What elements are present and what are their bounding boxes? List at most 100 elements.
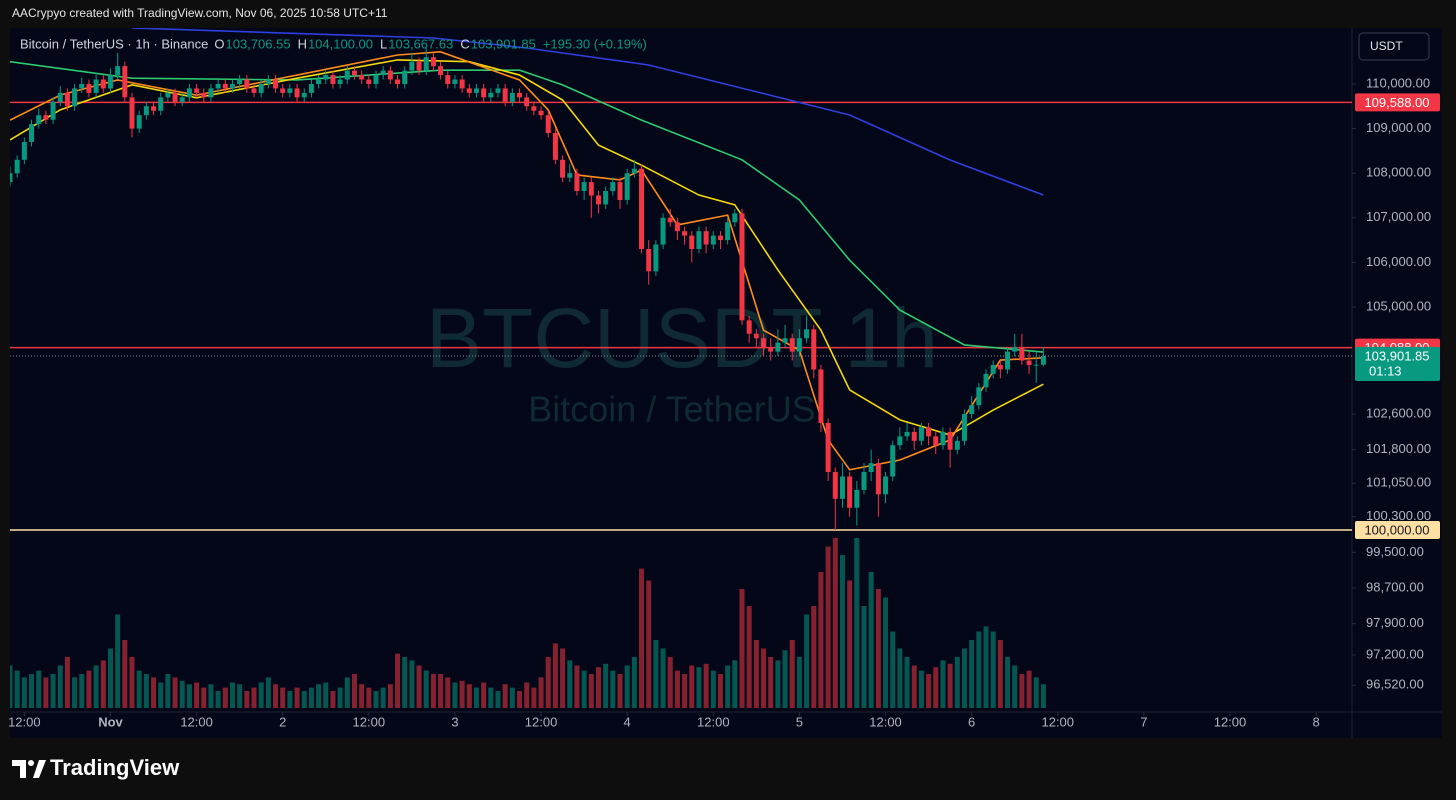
candle-body: [395, 79, 401, 84]
y-tick-label: 107,000.00: [1366, 209, 1431, 224]
volume-bar: [646, 580, 652, 708]
candle-body: [990, 364, 996, 374]
candle-body: [911, 431, 917, 441]
volume-bar: [538, 677, 544, 708]
volume-bar: [36, 670, 42, 708]
candle-body: [473, 88, 479, 93]
volume-bar: [423, 670, 429, 708]
candle-body: [172, 92, 178, 102]
candle-body: [273, 79, 279, 89]
volume-bar: [50, 674, 56, 708]
x-tick-label: 4: [624, 714, 631, 729]
volume-bar: [100, 660, 106, 708]
candle-body: [595, 195, 601, 205]
volume-bar: [1033, 677, 1039, 708]
volume-bar: [717, 674, 723, 708]
candle-body: [373, 75, 379, 84]
candle-body: [21, 141, 27, 160]
y-tick-label: 97,900.00: [1366, 615, 1424, 630]
volume-bar: [265, 677, 271, 708]
candle-body: [380, 70, 386, 76]
volume-layer: [10, 538, 1046, 708]
candle-body: [581, 182, 587, 192]
volume-bar: [725, 665, 731, 708]
volume-bar: [689, 665, 695, 708]
candle-body: [732, 213, 738, 223]
volume-bar: [617, 674, 623, 708]
candle-body: [215, 83, 221, 89]
volume-bar: [373, 691, 379, 708]
candle-body: [481, 88, 487, 98]
candle-body: [976, 387, 982, 406]
volume-bar: [452, 682, 458, 708]
candle-body: [818, 369, 824, 423]
currency-button[interactable]: [1358, 32, 1430, 61]
volume-bar: [395, 653, 401, 708]
logo-dot: [28, 760, 34, 766]
candle-body: [488, 92, 494, 98]
x-tick-label: 12:00: [8, 714, 41, 729]
volume-bar: [753, 640, 759, 708]
candle-body: [682, 231, 688, 236]
volume-bar: [710, 670, 716, 708]
volume-bar: [768, 657, 774, 708]
x-tick-label: 12:00: [180, 714, 213, 729]
volume-bar: [14, 670, 20, 708]
candle-body: [445, 75, 451, 84]
volume-bar: [459, 680, 465, 708]
x-tick-label: 12:00: [869, 714, 902, 729]
volume-bar: [818, 572, 824, 708]
candle-body: [43, 115, 49, 120]
volume-bar: [93, 665, 99, 708]
volume-bar: [136, 670, 142, 708]
axis-layer: 110,000.00 109,000.00 108,000.00 107,000.00…: [8, 75, 1440, 729]
candle-body: [151, 106, 157, 111]
volume-bar: [201, 687, 207, 708]
candle-body: [947, 431, 953, 450]
candle-body: [710, 235, 716, 245]
candle-body: [366, 79, 372, 84]
candle-body: [667, 217, 673, 223]
volume-bar: [789, 640, 795, 708]
volume-bar: [918, 670, 924, 708]
candle-body: [1033, 364, 1039, 366]
brand-name: TradingView: [50, 755, 180, 780]
y-tick-label: 110,000.00: [1366, 75, 1430, 90]
volume-bar: [897, 648, 903, 708]
volume-bar: [79, 674, 85, 708]
currency-label[interactable]: USDT: [1370, 39, 1403, 53]
candle-body: [811, 329, 817, 370]
candle-body: [459, 79, 465, 89]
volume-bar: [280, 687, 286, 708]
candle-body: [14, 159, 20, 174]
volume-bar: [229, 682, 235, 708]
x-tick-label: 2: [279, 714, 286, 729]
candle-body: [143, 106, 149, 116]
candle-body: [875, 463, 881, 495]
watermark-symbol: BTCUSDT 1h: [426, 291, 938, 385]
candle-body: [854, 489, 860, 508]
volume-bar: [667, 657, 673, 708]
level-label-bg: [1355, 93, 1440, 112]
volume-bar: [811, 606, 817, 708]
candle-body: [631, 168, 637, 174]
volume-bar: [624, 665, 630, 708]
y-tick-label: 109,000.00: [1366, 120, 1431, 135]
volume-bar: [323, 682, 329, 708]
volume-bar: [308, 687, 314, 708]
ohlc-value: 103,706.55: [225, 36, 290, 51]
candle-body: [775, 342, 781, 352]
candle-body: [100, 79, 106, 89]
volume-bar: [595, 667, 601, 708]
candle-body: [359, 75, 365, 80]
candle-body: [64, 92, 70, 107]
candle-body: [115, 66, 121, 76]
x-tick-label: 12:00: [697, 714, 730, 729]
volume-bar: [301, 691, 307, 708]
volume-bar: [890, 631, 896, 708]
x-tick-label: 12:00: [1041, 714, 1074, 729]
candle-body: [201, 92, 207, 98]
volume-bar: [158, 682, 164, 708]
x-tick-label: 12:00: [525, 714, 558, 729]
